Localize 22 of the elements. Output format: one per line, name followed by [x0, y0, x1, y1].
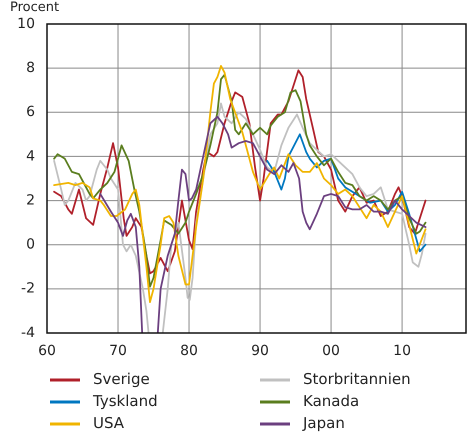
- x-tick-label: 00: [322, 343, 340, 359]
- x-tick-label: 10: [393, 343, 411, 359]
- y-tick-label: 10: [17, 16, 35, 32]
- y-axis-title: Procent: [10, 0, 60, 15]
- legend-label: Japan: [302, 414, 345, 432]
- x-tick-label: 90: [251, 343, 269, 359]
- y-tick-label: 2: [26, 192, 35, 208]
- y-tick-label: 6: [26, 104, 36, 120]
- legend-label: Storbritannien: [303, 370, 411, 388]
- legend-label: USA: [93, 414, 125, 432]
- x-tick-label: 60: [38, 343, 56, 359]
- x-tick-label: 80: [180, 343, 198, 359]
- x-tick-label: 70: [109, 343, 127, 359]
- y-tick-label: -4: [21, 324, 36, 341]
- y-tick-label: 0: [26, 236, 35, 253]
- legend-label: Kanada: [303, 392, 360, 410]
- y-tick-label: 4: [26, 148, 36, 164]
- line-series: [266, 133, 426, 252]
- legend-label: Sverige: [93, 370, 150, 388]
- y-tick-label: -2: [21, 280, 35, 297]
- legend-label: Tyskland: [92, 392, 158, 410]
- y-tick-label: 8: [26, 60, 35, 76]
